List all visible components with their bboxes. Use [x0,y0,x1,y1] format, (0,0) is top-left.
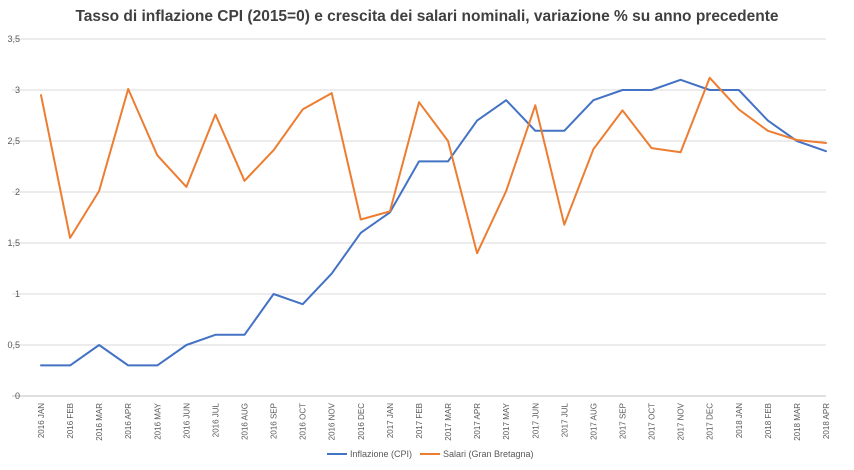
data-point [156,364,158,366]
x-tick-label: 2018 FEB [764,403,773,439]
data-point [418,160,420,162]
y-tick-label: 3 [15,85,20,95]
data-point [476,252,478,254]
data-point [563,224,565,226]
x-tick-label: 2017 OCT [648,403,657,440]
x-tick-label: 2017 JUL [560,402,569,437]
data-point [156,154,158,156]
data-point [534,104,536,106]
data-point [621,89,623,91]
legend-label: Salari (Gran Bretagna) [443,449,534,459]
data-point [360,219,362,221]
x-tick-label: 2016 APR [124,403,133,439]
x-tick-label: 2017 AUG [589,403,598,440]
data-point [273,149,275,151]
x-tick-label: 2017 DEC [706,403,715,440]
data-point [709,89,711,91]
chart-title: Tasso di inflazione CPI (2015=0) e cresc… [75,8,779,25]
data-point [418,101,420,103]
data-point [680,151,682,153]
data-point [389,210,391,212]
data-point [592,99,594,101]
data-point [40,94,42,96]
data-point [127,88,129,90]
data-point [709,77,711,79]
data-point [476,120,478,122]
data-point [185,344,187,346]
x-tick-label: 2018 APR [822,403,831,439]
data-point [214,113,216,115]
legend-label: Inflazione (CPI) [350,449,412,459]
data-point [738,89,740,91]
y-tick-label: 2,5 [7,136,20,146]
data-point [563,130,565,132]
x-tick-label: 2017 JAN [386,403,395,438]
x-tick-label: 2016 JAN [37,403,46,438]
data-point [651,147,653,149]
y-tick-label: 1 [15,289,20,299]
data-point [738,108,740,110]
x-tick-label: 2016 AUG [241,403,250,440]
data-point [505,99,507,101]
x-tick-label: 2017 MAR [444,403,453,441]
data-point [767,120,769,122]
data-point [185,186,187,188]
x-tick-label: 2016 JUN [182,403,191,439]
y-tick-label: 3,5 [7,34,20,44]
series-line-1 [40,76,827,255]
x-tick-label: 2017 MAY [502,402,511,439]
data-point [621,109,623,111]
y-tick-label: 1,5 [7,238,20,248]
data-point [331,92,333,94]
data-point [302,303,304,305]
x-tick-label: 2016 OCT [299,403,308,440]
data-point [651,89,653,91]
x-tick-label: 2016 MAR [95,403,104,441]
x-tick-label: 2016 DEC [357,403,366,440]
x-tick-label: 2016 JUL [211,402,220,437]
data-point [302,108,304,110]
data-point [98,344,100,346]
x-tick-label: 2016 FEB [66,403,75,439]
data-point [244,180,246,182]
data-point [447,160,449,162]
data-point [98,190,100,192]
x-tick-label: 2017 JUN [531,403,540,439]
data-point [360,232,362,234]
x-tick-label: 2017 APR [473,403,482,439]
data-point [331,273,333,275]
data-point [69,364,71,366]
data-point [796,139,798,141]
y-tick-label: 0,5 [7,340,20,350]
x-tick-label: 2017 FEB [415,403,424,439]
x-tick-label: 2017 NOV [677,402,686,440]
series-line-0 [40,78,827,367]
y-tick-label: 0 [15,391,20,401]
data-point [244,334,246,336]
x-tick-label: 2016 MAY [153,402,162,439]
data-point [825,142,827,144]
data-point [69,237,71,239]
x-tick-label: 2016 SEP [270,403,279,439]
x-tick-label: 2018 MAR [793,403,802,441]
data-point [40,364,42,366]
data-point [767,130,769,132]
x-tick-label: 2016 NOV [328,402,337,440]
data-point [214,334,216,336]
data-point [505,190,507,192]
x-tick-label: 2017 SEP [618,403,627,439]
y-tick-label: 2 [15,187,20,197]
data-point [592,148,594,150]
x-tick-label: 2018 JAN [735,403,744,438]
data-point [447,140,449,142]
data-point [534,130,536,132]
data-point [273,293,275,295]
data-point [127,364,129,366]
data-point [680,79,682,81]
data-point [825,150,827,152]
